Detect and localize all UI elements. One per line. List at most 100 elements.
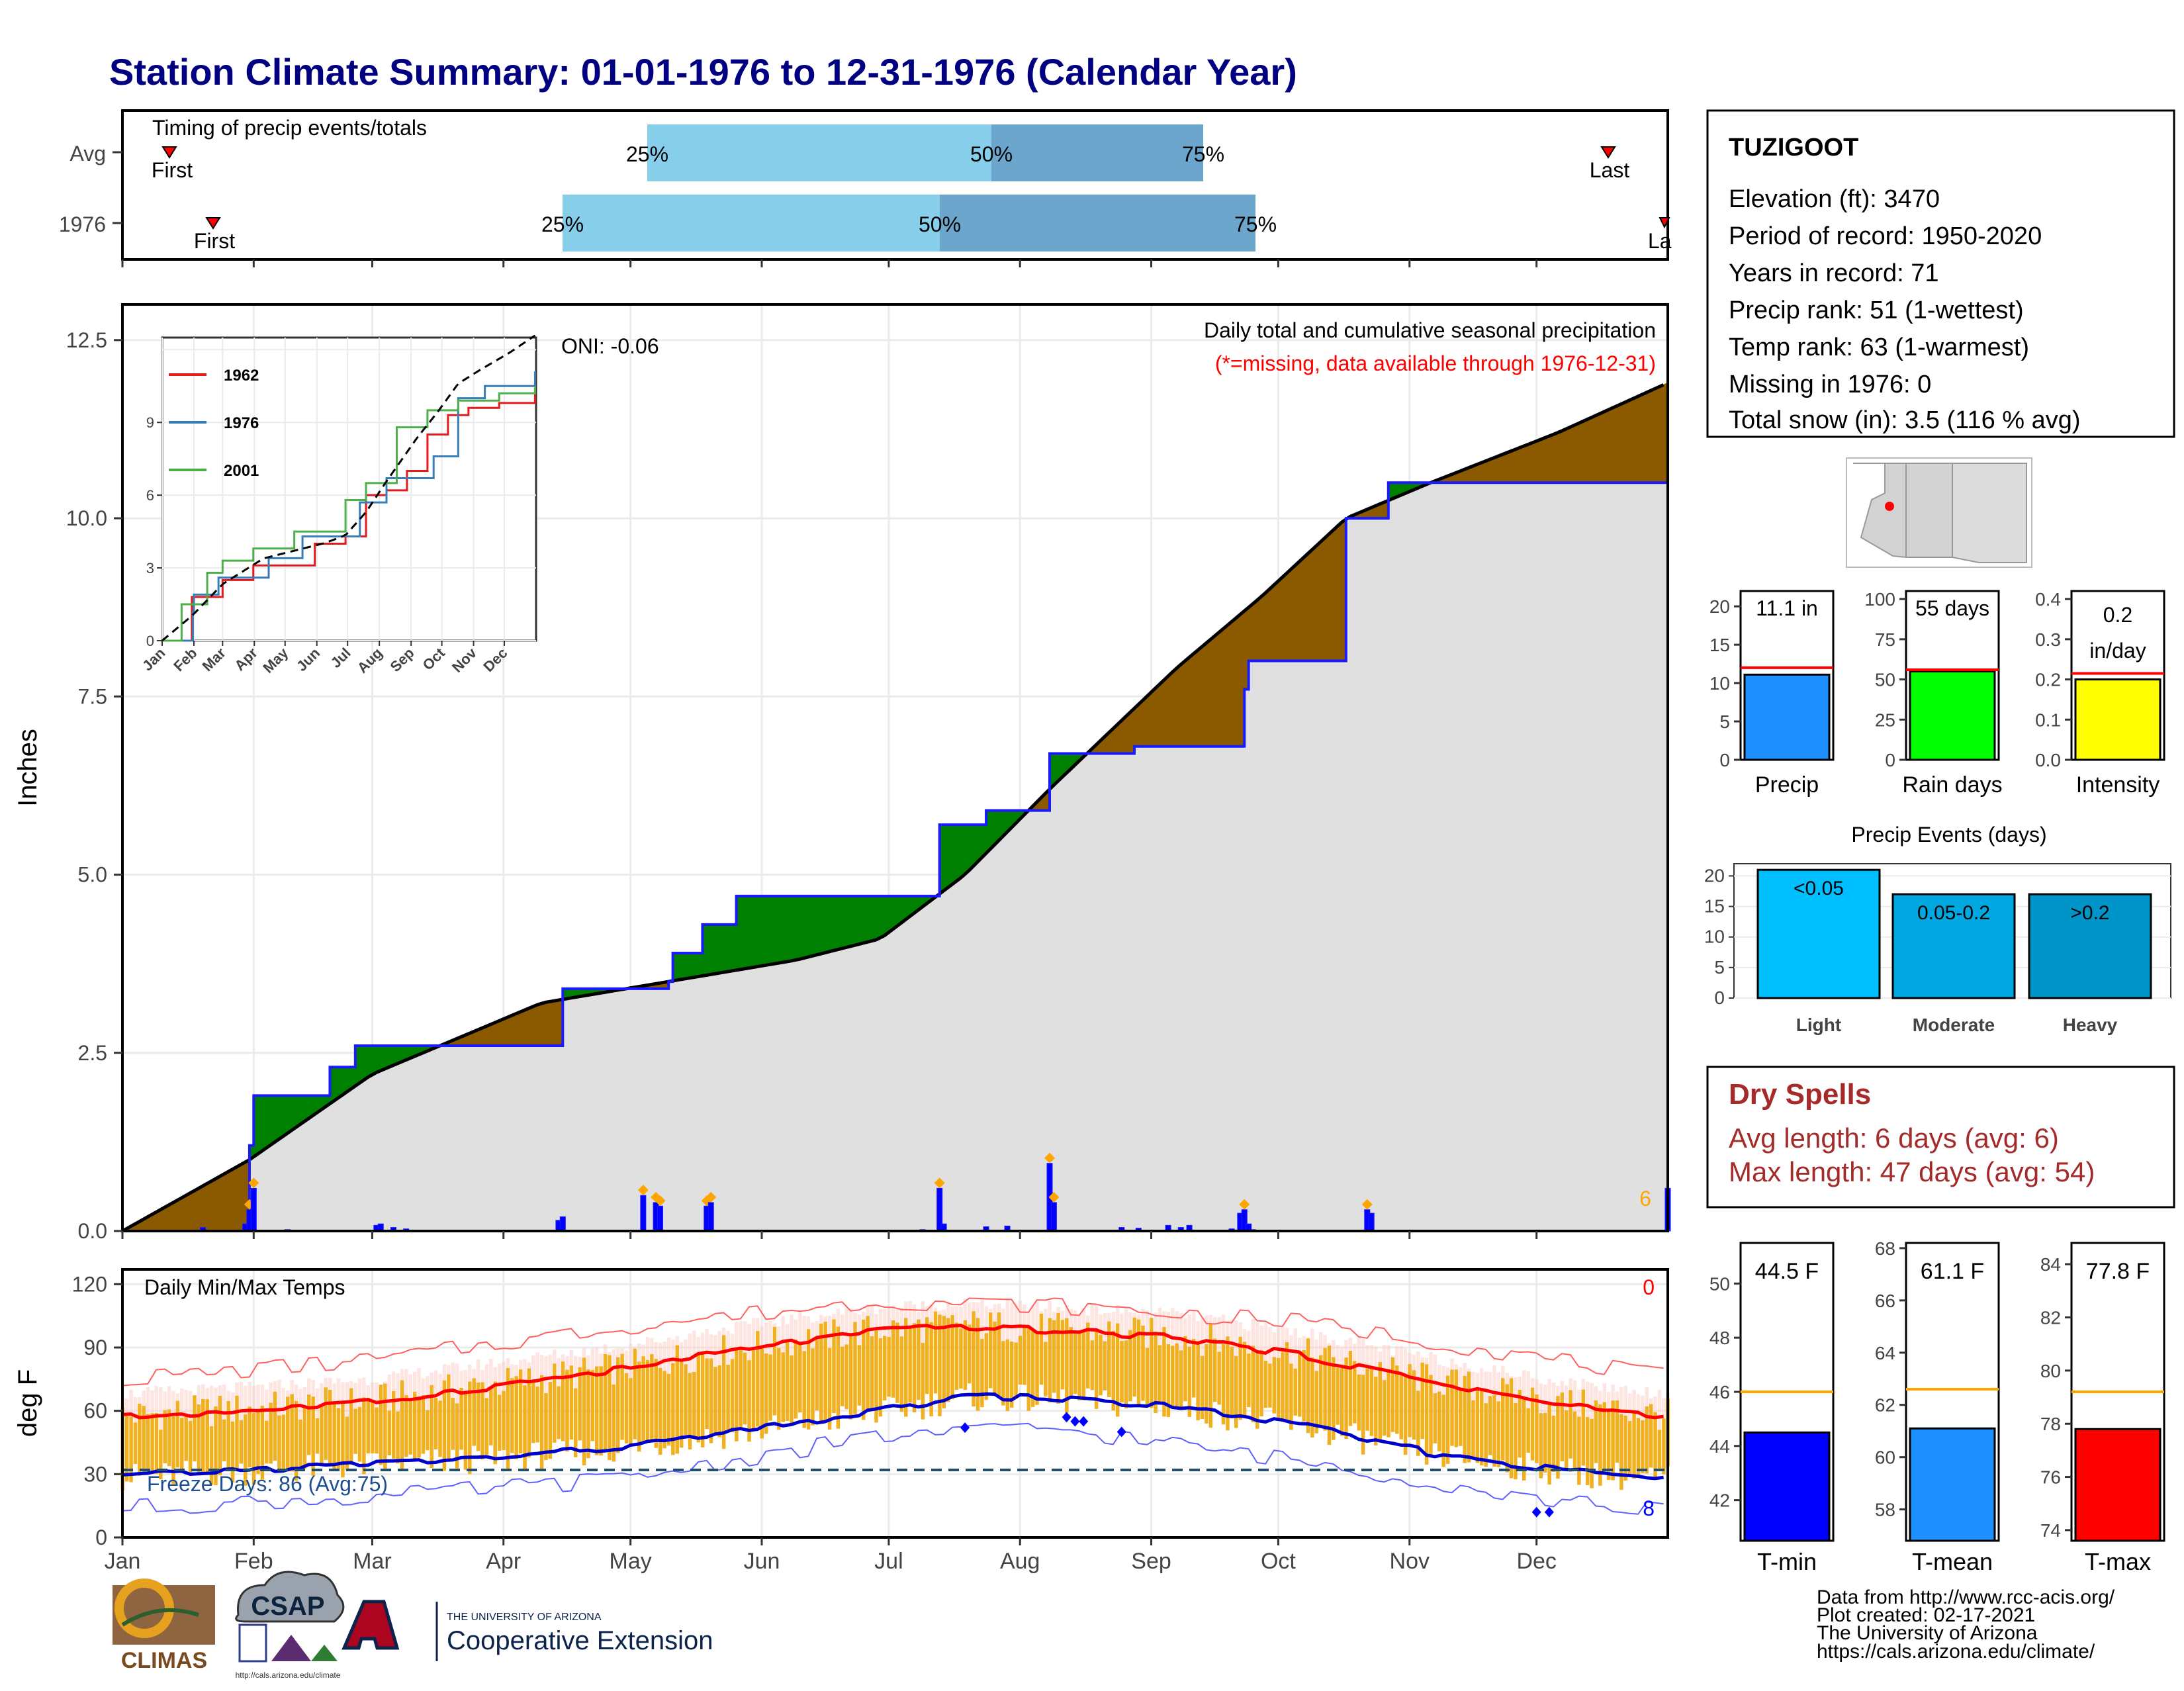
temp-range-bar (485, 1364, 489, 1398)
temp-range-bar (426, 1376, 430, 1410)
precip-below-avg-area (1511, 449, 1515, 482)
precip-below-avg-area (1545, 436, 1549, 482)
precip-below-avg-area (1655, 387, 1659, 482)
temp-daily-bar (1069, 1327, 1073, 1399)
events-tick-label: 20 (1704, 865, 1725, 886)
temp-daily-bar (218, 1396, 222, 1475)
temp-range-bar (629, 1344, 633, 1378)
temp-range-bar (480, 1370, 484, 1382)
temp-range-bar (921, 1301, 925, 1343)
temp-daily-bar (1281, 1351, 1285, 1418)
temp-daily-bar (1518, 1390, 1522, 1457)
temp-daily-bar (726, 1365, 730, 1430)
temp-range-bar (752, 1318, 756, 1349)
temp-range-bar (1035, 1301, 1039, 1331)
temp-range-bar (1302, 1336, 1306, 1350)
temp-range-bar (879, 1308, 883, 1338)
temp-daily-bar (1399, 1373, 1403, 1440)
temp-daily-bar (625, 1373, 629, 1443)
precip-below-avg-area (203, 1183, 207, 1231)
precip-below-avg-area (1486, 459, 1490, 482)
temp-range-bar (443, 1364, 447, 1380)
temp-range-bar (900, 1308, 904, 1337)
timing-label: Timing of precip events/totals (152, 116, 427, 140)
temp-range-bar (1040, 1311, 1044, 1314)
events-bin-label: <0.05 (1794, 878, 1844, 899)
temp-range-bar (578, 1357, 582, 1367)
precip-below-avg-area (541, 1002, 545, 1046)
temp-daily-bar (1306, 1338, 1310, 1433)
precip-below-avg-area (1308, 549, 1312, 661)
temp-daily-bar (1183, 1336, 1187, 1401)
temp-range-bar (353, 1383, 357, 1408)
precip-above-avg-area (711, 925, 715, 974)
temp-daily-bar (591, 1370, 595, 1441)
month-label: Apr (486, 1549, 521, 1574)
footer-text: Data from http://www.rcc-acis.org/ Plot … (1817, 1586, 2115, 1663)
dry-spells-max: Max length: 47 days (avg: 54) (1729, 1156, 2095, 1187)
precip-below-avg-area (1299, 557, 1303, 661)
temp-ytick-label: 30 (83, 1462, 107, 1486)
temp-range-bar (290, 1380, 294, 1394)
temp-range-bar (231, 1393, 235, 1422)
temp-daily-bar (201, 1399, 205, 1473)
temp-range-bar (248, 1382, 251, 1407)
temp-daily-bar (616, 1357, 620, 1453)
temp-daily-bar (557, 1387, 561, 1440)
precip-above-avg-area (275, 1095, 279, 1142)
timing-avg-q75: 75% (1182, 142, 1224, 166)
precip-below-avg-area (1625, 400, 1629, 483)
events-bin-label: >0.2 (2070, 902, 2109, 924)
precip-daily-bar (708, 1203, 713, 1231)
temp-range-bar (167, 1386, 171, 1409)
temp-range-bar (150, 1391, 154, 1414)
freeze-days-label: Freeze Days: 86 (Avg:75) (147, 1472, 388, 1496)
temp-gauge-value-label: 44.5 F (1755, 1259, 1819, 1284)
temp-daily-bar (1289, 1363, 1293, 1430)
precip-above-avg-area (800, 896, 804, 959)
temp-range-bar (438, 1374, 442, 1401)
precip-below-avg-area (1498, 455, 1502, 483)
temp-daily-bar (1552, 1416, 1556, 1472)
temp-daily-bar (320, 1406, 324, 1463)
temp-daily-bar (443, 1381, 447, 1471)
temp-range-bar (1387, 1346, 1390, 1369)
temp-range-bar (726, 1331, 730, 1365)
precip-below-avg-area (1126, 712, 1130, 753)
temp-gauge-label: T-max (2085, 1548, 2151, 1575)
precip-below-avg-area (1206, 639, 1210, 747)
precip-ytick-label: 2.5 (78, 1041, 107, 1065)
temp-range-bar (1323, 1335, 1327, 1348)
precip-below-avg-area (1198, 647, 1202, 747)
precip-below-avg-area (508, 1015, 512, 1046)
temp-range-bar (599, 1353, 603, 1366)
precip-above-avg-area (381, 1046, 385, 1071)
temp-gauge-tick-label: 64 (1875, 1343, 1895, 1363)
precip-below-avg-area (1621, 402, 1625, 482)
temp-range-bar (849, 1308, 853, 1336)
temp-daily-bar (565, 1370, 569, 1451)
temp-range-bar (1476, 1373, 1480, 1388)
temp-range-bar (1446, 1367, 1450, 1375)
temp-daily-bar (1374, 1377, 1378, 1445)
temp-daily-bar (637, 1361, 641, 1451)
temp-range-bar (1310, 1328, 1314, 1357)
temp-range-bar (269, 1383, 273, 1403)
temp-daily-bar (629, 1378, 633, 1447)
temp-daily-bar (1141, 1326, 1145, 1401)
temp-range-bar (680, 1342, 684, 1361)
map-station-dot (1885, 502, 1894, 511)
precip-below-avg-area (1253, 600, 1257, 661)
temp-range-bar (747, 1324, 751, 1360)
temp-ytick-label: 90 (83, 1336, 107, 1359)
temp-daily-bar (768, 1354, 772, 1420)
temp-daily-bar (459, 1388, 463, 1450)
temp-daily-bar (641, 1356, 645, 1443)
temp-range-bar (1561, 1381, 1565, 1393)
precip-above-avg-area (368, 1046, 372, 1077)
temp-range-bar (1615, 1392, 1619, 1400)
temp-range-bar (125, 1398, 129, 1413)
temp-range-bar (1116, 1305, 1120, 1324)
temp-range-bar (942, 1309, 946, 1316)
temp-range-bar (349, 1381, 353, 1389)
